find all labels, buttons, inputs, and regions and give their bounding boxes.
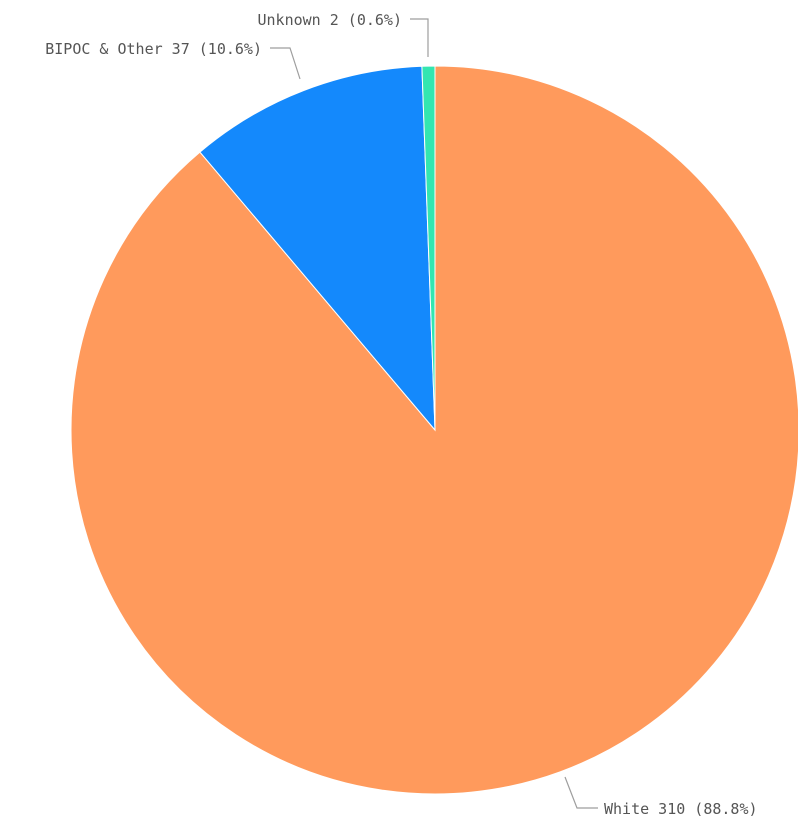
leader-line-bipoc-other	[270, 48, 300, 79]
slice-label-bipoc-other: BIPOC & Other 37 (10.6%)	[45, 40, 262, 58]
slice-label-white: White 310 (88.8%)	[604, 800, 758, 818]
slice-label-unknown: Unknown 2 (0.6%)	[258, 11, 403, 29]
leader-line-white	[565, 777, 598, 808]
leader-line-unknown	[410, 19, 428, 57]
pie-slices	[71, 66, 798, 794]
